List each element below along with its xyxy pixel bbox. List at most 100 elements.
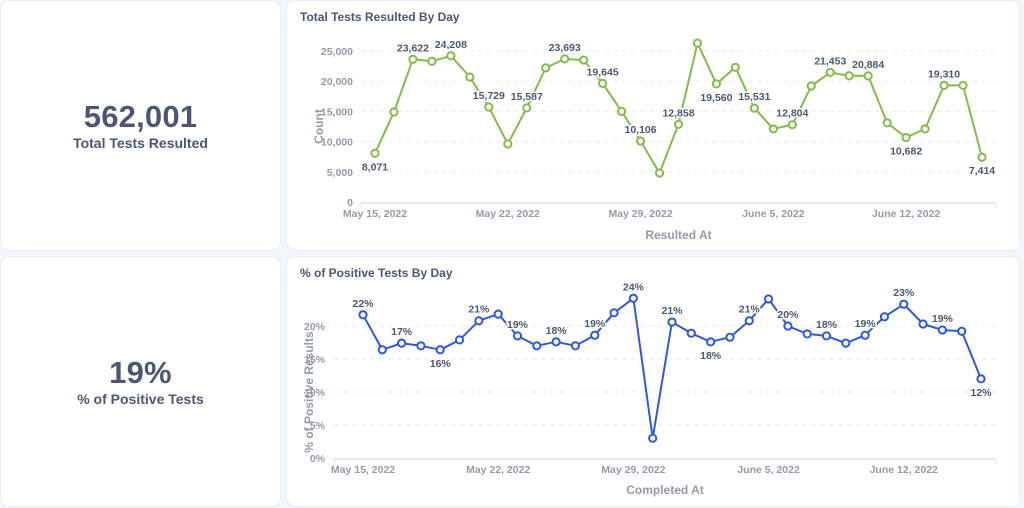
data-label: 15,531 (738, 91, 770, 103)
data-point[interactable] (787, 120, 797, 130)
data-point[interactable] (939, 80, 949, 90)
data-point[interactable] (654, 168, 665, 178)
x-axis-title: Completed At (626, 483, 704, 497)
kpi-card-positive-tests[interactable]: 19% % of Positive Tests (1, 257, 280, 506)
data-point[interactable] (551, 337, 561, 347)
data-point[interactable] (730, 62, 741, 72)
data-point[interactable] (976, 374, 986, 384)
data-point[interactable] (744, 316, 754, 326)
data-point[interactable] (763, 294, 774, 304)
data-point[interactable] (609, 308, 619, 318)
x-tick-label: May 29, 2022 (601, 464, 665, 476)
data-point[interactable] (560, 54, 570, 64)
data-point[interactable] (493, 309, 503, 319)
data-point[interactable] (957, 326, 967, 336)
data-point[interactable] (711, 79, 722, 89)
x-tick-label: May 15, 2022 (331, 464, 395, 476)
data-label: 19% (507, 319, 529, 331)
data-point[interactable] (918, 319, 928, 329)
data-point[interactable] (958, 80, 968, 91)
chart-card-positive-tests-by-day[interactable]: % of Positive Tests By Day 0% 5% 10% 15% 20%… (287, 257, 1019, 506)
data-point[interactable] (667, 317, 677, 327)
kpi-label: % of Positive Tests (77, 390, 204, 407)
data-point[interactable] (377, 345, 387, 355)
data-point[interactable] (628, 293, 638, 303)
data-point[interactable] (841, 338, 851, 348)
line-chart-total-tests: 0 5,000 10,000 15,000 20,000 25,000 May 15, 20… (312, 37, 997, 242)
data-point[interactable] (692, 38, 703, 48)
data-point[interactable] (579, 55, 589, 65)
data-point[interactable] (541, 63, 551, 73)
data-point[interactable] (454, 335, 465, 345)
data-point[interactable] (749, 103, 759, 113)
data-label: 18% (816, 319, 838, 331)
x-tick-label: May 29, 2022 (608, 208, 672, 220)
kpi-total-tests: 562,001 Total Tests Resulted (1, 99, 280, 152)
data-point[interactable] (802, 329, 812, 339)
data-label: 21% (468, 304, 490, 316)
data-point[interactable] (901, 132, 911, 143)
data-point[interactable] (522, 103, 532, 113)
data-point[interactable] (616, 106, 627, 117)
y-axis-title: % of Positive Results (302, 331, 316, 453)
x-tick-label: May 15, 2022 (343, 208, 407, 220)
x-tick-label: June 5, 2022 (742, 208, 805, 220)
data-label: 12,804 (776, 108, 808, 120)
chart-title[interactable]: % of Positive Tests By Day (300, 266, 453, 280)
data-point[interactable] (768, 124, 778, 134)
kpi-label: Total Tests Resulted (73, 134, 208, 151)
data-point[interactable] (648, 433, 658, 443)
data-point[interactable] (673, 119, 684, 129)
data-point[interactable] (725, 332, 735, 342)
data-point[interactable] (427, 56, 437, 66)
data-point[interactable] (635, 136, 646, 146)
data-point[interactable] (484, 102, 494, 112)
x-tick-label: May 22, 2022 (476, 208, 540, 220)
data-point[interactable] (937, 325, 947, 335)
data-point[interactable] (825, 67, 835, 78)
chart-card-total-tests-by-day[interactable]: Total Tests Resulted By Day 0 5,000 10,000… (287, 1, 1019, 250)
data-point[interactable] (920, 124, 930, 134)
data-label: 10,682 (890, 145, 922, 157)
data-point[interactable] (474, 316, 484, 326)
data-label: 24% (623, 281, 645, 293)
data-label: 15,587 (511, 91, 543, 103)
data-point[interactable] (408, 54, 418, 64)
data-point[interactable] (899, 299, 909, 309)
data-point[interactable] (397, 338, 407, 348)
data-point[interactable] (879, 312, 890, 322)
data-point[interactable] (860, 330, 870, 340)
data-label: 15,729 (473, 90, 505, 102)
data-point[interactable] (706, 337, 716, 347)
data-point[interactable] (977, 152, 987, 162)
data-point[interactable] (416, 341, 426, 351)
data-point[interactable] (370, 148, 380, 158)
data-point[interactable] (882, 118, 892, 128)
kpi-card-total-tests[interactable]: 562,001 Total Tests Resulted (1, 1, 280, 250)
chart-title[interactable]: Total Tests Resulted By Day (300, 10, 460, 24)
data-label: 22% (352, 298, 374, 310)
x-tick-label: June 5, 2022 (737, 464, 800, 476)
data-point[interactable] (783, 321, 793, 331)
data-point[interactable] (532, 341, 542, 351)
y-tick-label: 0% (310, 453, 326, 465)
data-point[interactable] (686, 328, 696, 338)
data-point[interactable] (503, 139, 513, 149)
data-point[interactable] (806, 81, 816, 91)
data-point[interactable] (863, 71, 873, 81)
data-point[interactable] (465, 72, 475, 82)
data-point[interactable] (844, 71, 854, 81)
data-point[interactable] (435, 345, 445, 355)
data-point[interactable] (821, 331, 832, 341)
data-point[interactable] (590, 330, 600, 340)
data-point[interactable] (598, 78, 608, 88)
data-point[interactable] (512, 331, 523, 341)
data-point[interactable] (358, 310, 368, 320)
data-label: 19,310 (928, 68, 960, 80)
y-tick-label: 25,000 (321, 46, 353, 58)
data-point[interactable] (389, 107, 399, 117)
data-label: 12,858 (662, 107, 694, 119)
data-point[interactable] (570, 341, 581, 351)
data-point[interactable] (446, 51, 456, 61)
y-tick-label: 20,000 (321, 76, 353, 88)
